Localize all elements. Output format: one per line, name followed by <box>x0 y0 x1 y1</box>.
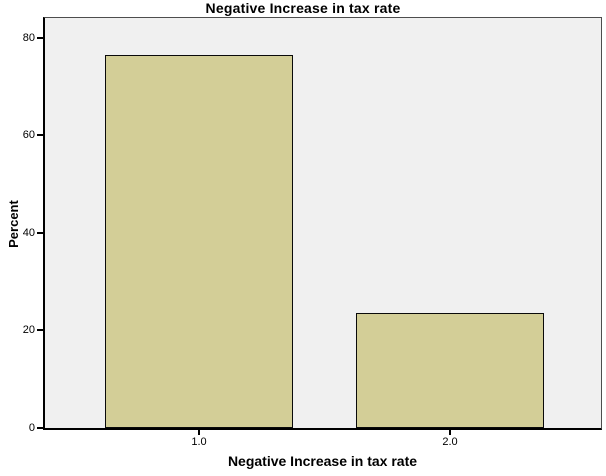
x-tick-mark-1.0 <box>198 430 200 435</box>
y-tick-label-60: 60 <box>22 129 35 142</box>
x-axis-title: Negative Increase in tax rate <box>227 453 418 469</box>
chart-title: Negative Increase in tax rate <box>205 0 401 16</box>
y-tick-mark-0 <box>37 427 43 429</box>
y-tick-mark-80 <box>37 36 43 39</box>
plot-area <box>43 17 602 430</box>
y-tick-mark-60 <box>37 134 43 137</box>
x-tick-label-1.0: 1.0 <box>191 436 207 448</box>
y-tick-label-80: 80 <box>22 31 35 44</box>
y-axis-title: Percent <box>6 200 21 248</box>
y-tick-mark-40 <box>37 231 43 234</box>
x-tick-mark-2.0 <box>449 430 451 435</box>
y-tick-label-0: 0 <box>28 422 35 434</box>
bar-1.0 <box>105 55 293 428</box>
x-tick-label-2.0: 2.0 <box>442 436 458 448</box>
y-tick-mark-20 <box>37 329 43 332</box>
y-tick-label-40: 40 <box>22 226 35 239</box>
bar-2.0 <box>356 313 544 428</box>
y-tick-label-20: 20 <box>22 324 35 337</box>
